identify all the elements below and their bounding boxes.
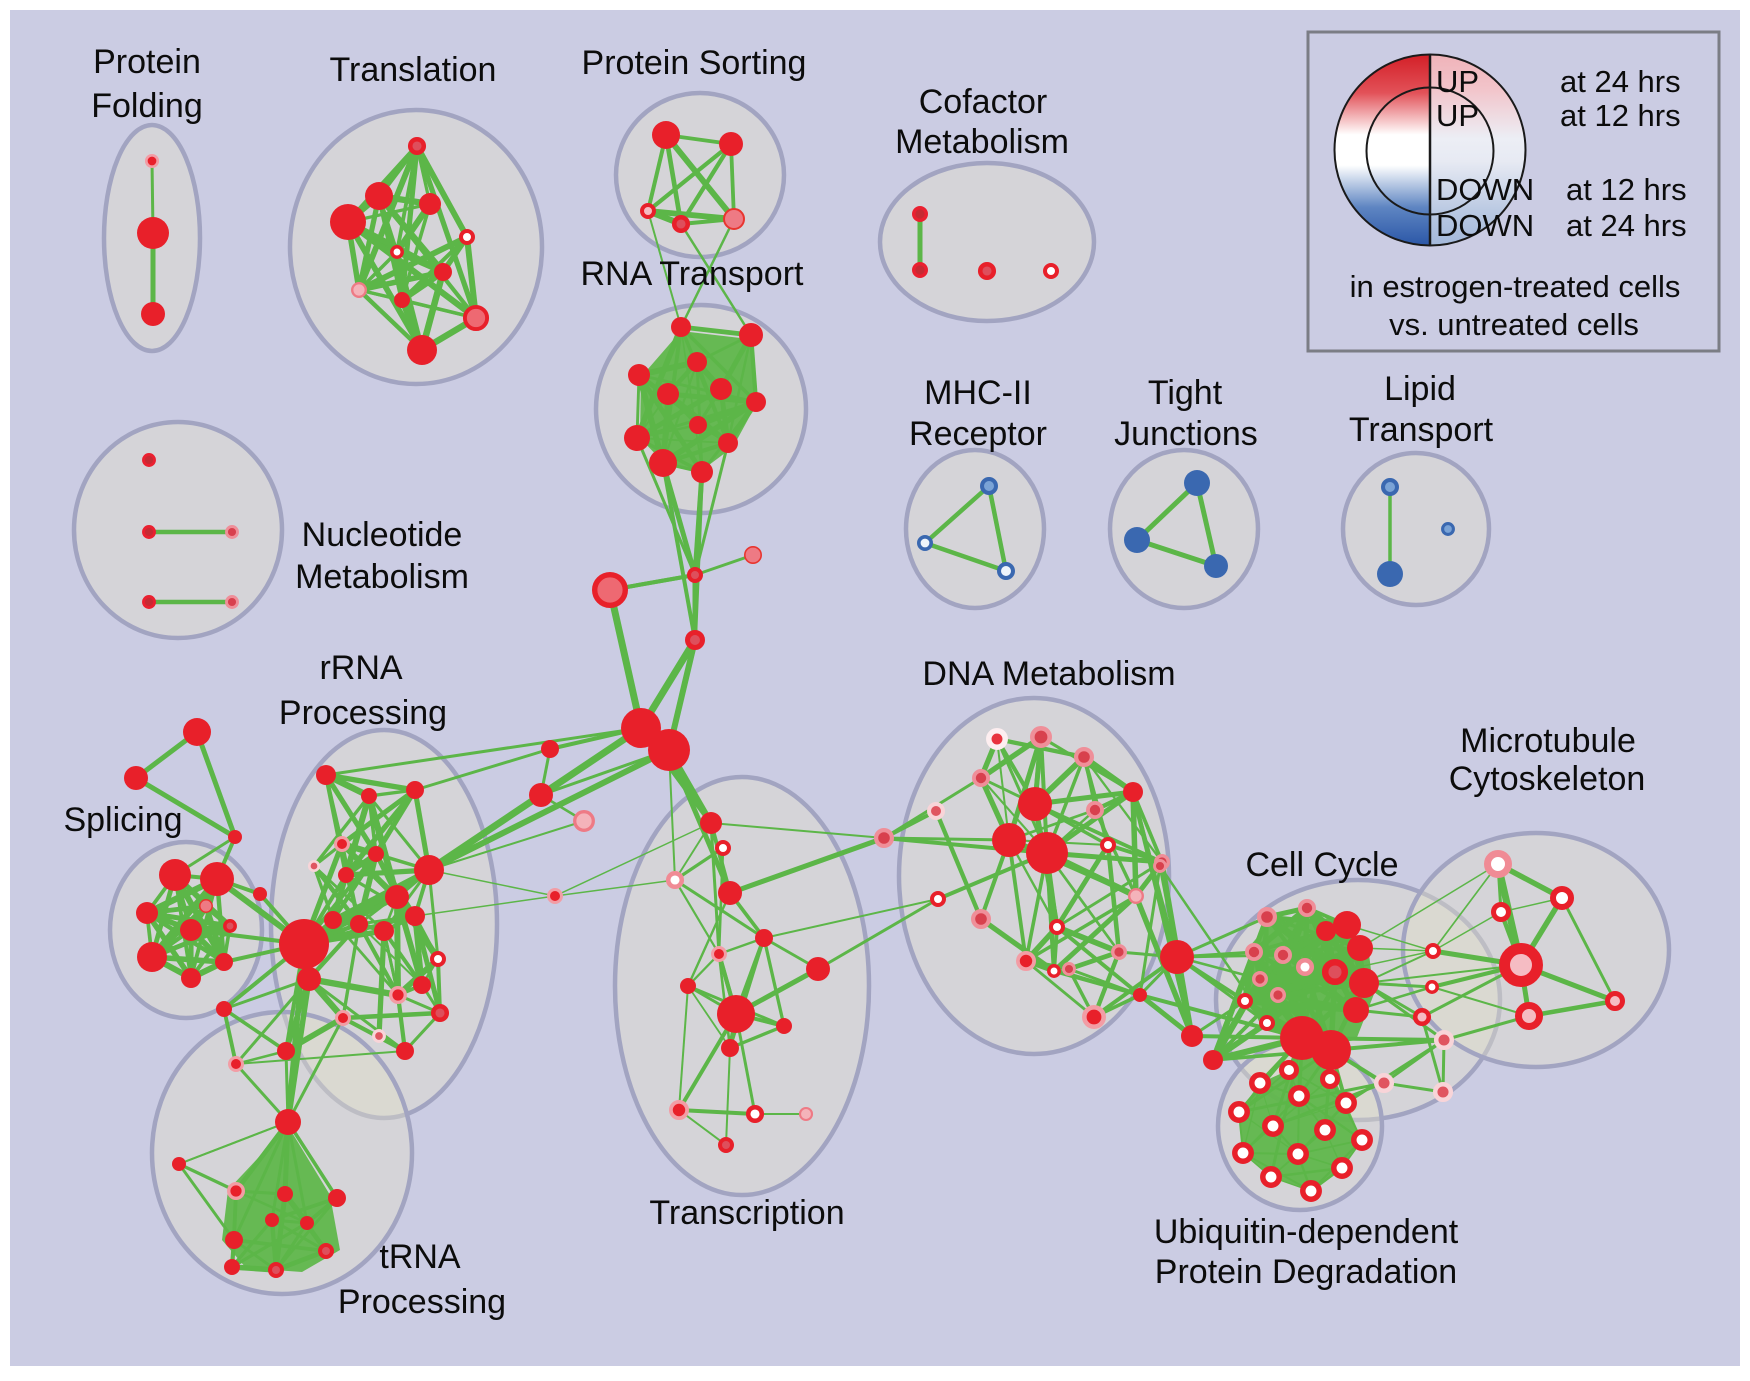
svg-text:Metabolism: Metabolism	[895, 123, 1069, 161]
svg-text:DOWN: DOWN	[1436, 208, 1534, 243]
svg-text:at 12 hrs: at 12 hrs	[1566, 172, 1687, 207]
svg-text:MHC-II: MHC-II	[924, 374, 1032, 412]
svg-text:Protein Sorting: Protein Sorting	[582, 44, 807, 82]
svg-text:tRNA: tRNA	[379, 1238, 461, 1276]
svg-text:at 12 hrs: at 12 hrs	[1560, 98, 1681, 133]
svg-text:Receptor: Receptor	[909, 415, 1047, 453]
svg-text:Tight: Tight	[1148, 374, 1223, 412]
svg-text:Junctions: Junctions	[1114, 415, 1258, 453]
svg-text:UP: UP	[1436, 98, 1479, 133]
svg-text:Nucleotide: Nucleotide	[302, 516, 463, 554]
svg-text:Cofactor: Cofactor	[919, 83, 1048, 121]
svg-text:rRNA: rRNA	[319, 649, 402, 687]
svg-text:Splicing: Splicing	[63, 801, 182, 839]
svg-text:UP: UP	[1436, 64, 1479, 99]
svg-text:Protein Degradation: Protein Degradation	[1155, 1253, 1457, 1291]
svg-text:Cytoskeleton: Cytoskeleton	[1449, 760, 1646, 798]
svg-text:RNA Transport: RNA Transport	[581, 255, 805, 293]
svg-text:Protein: Protein	[93, 43, 201, 81]
svg-text:Processing: Processing	[338, 1283, 506, 1321]
svg-text:Folding: Folding	[91, 87, 203, 125]
svg-text:Lipid: Lipid	[1384, 370, 1456, 408]
svg-text:Transport: Transport	[1349, 411, 1494, 449]
svg-text:Microtubule: Microtubule	[1460, 722, 1636, 760]
svg-text:DOWN: DOWN	[1436, 172, 1534, 207]
svg-text:in estrogen-treated cells: in estrogen-treated cells	[1350, 269, 1681, 304]
svg-text:DNA Metabolism: DNA Metabolism	[922, 655, 1175, 693]
svg-text:Processing: Processing	[279, 694, 447, 732]
svg-text:vs. untreated cells: vs. untreated cells	[1389, 307, 1639, 342]
svg-text:Cell Cycle: Cell Cycle	[1245, 846, 1398, 884]
svg-text:Ubiquitin-dependent: Ubiquitin-dependent	[1154, 1213, 1459, 1251]
svg-text:at 24 hrs: at 24 hrs	[1566, 208, 1687, 243]
svg-text:at 24 hrs: at 24 hrs	[1560, 64, 1681, 99]
svg-text:Transcription: Transcription	[649, 1194, 844, 1232]
svg-text:Translation: Translation	[330, 51, 497, 89]
svg-text:Metabolism: Metabolism	[295, 558, 469, 596]
